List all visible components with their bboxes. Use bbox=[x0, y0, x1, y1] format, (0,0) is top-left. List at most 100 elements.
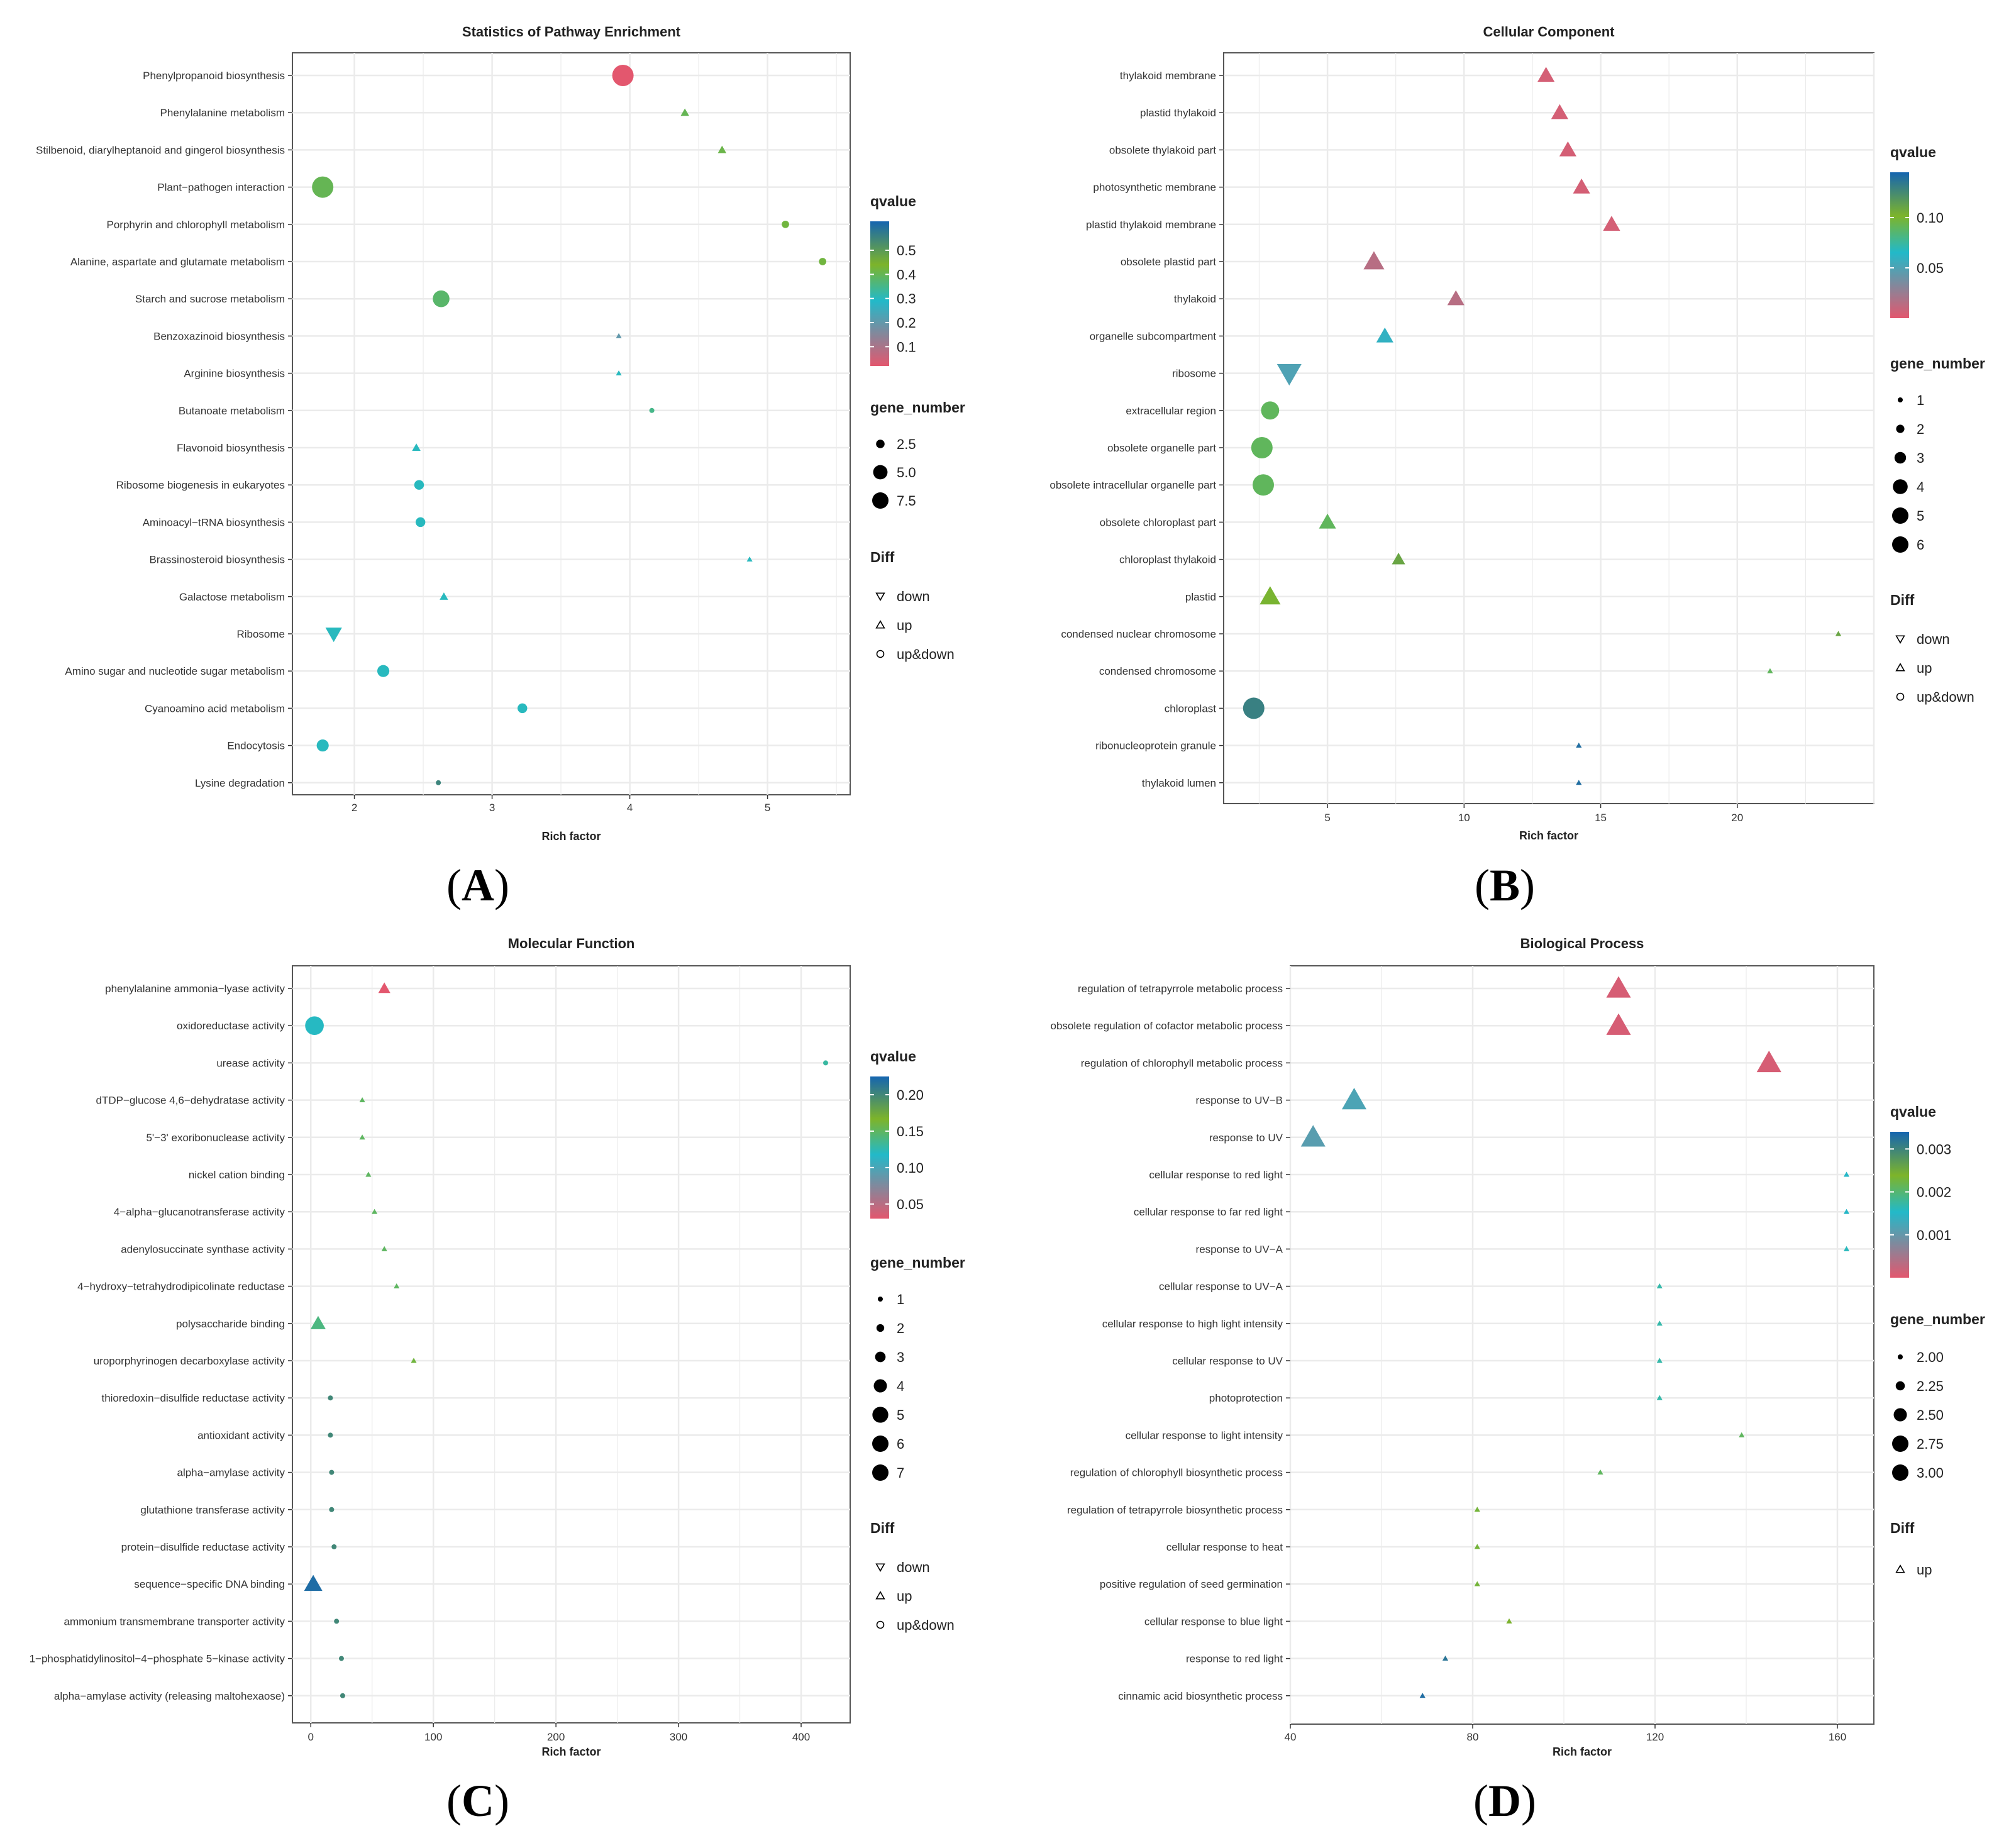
legend-size-title: gene_number bbox=[870, 1254, 965, 1271]
size-legend-dot bbox=[873, 1379, 887, 1393]
size-legend-label: 2.25 bbox=[1917, 1378, 1944, 1394]
size-legend-dot bbox=[1895, 1381, 1905, 1391]
legend-diff-title: Diff bbox=[1890, 592, 1915, 608]
size-legend-dot bbox=[872, 1464, 889, 1481]
data-point bbox=[1392, 553, 1405, 565]
legend-diff-title: Diff bbox=[870, 1520, 895, 1536]
size-legend-dot bbox=[1894, 451, 1907, 464]
panel-label: (D) bbox=[1473, 1776, 1536, 1826]
size-legend-label: 3 bbox=[897, 1349, 904, 1365]
data-point bbox=[412, 443, 421, 451]
category-label: cellular response to heat bbox=[1166, 1541, 1283, 1553]
data-point bbox=[612, 65, 634, 86]
size-legend-dot bbox=[878, 1297, 883, 1302]
panel-a: Statistics of Pathway Enrichment Phenylpr… bbox=[36, 24, 965, 910]
legend: qvalue 0.003 0.002 0.001 gene_number 2.00 2.25… bbox=[1890, 1104, 1985, 1578]
size-legend-dot bbox=[1893, 479, 1908, 494]
data-point bbox=[1656, 1358, 1663, 1363]
category-label: Amino sugar and nucleotide sugar metabol… bbox=[65, 665, 285, 677]
size-legend-label: 2.50 bbox=[1917, 1407, 1944, 1423]
x-tick-label: 20 bbox=[1731, 812, 1743, 824]
colorbar-label: 0.002 bbox=[1917, 1185, 1951, 1200]
diff-legend-updown-icon bbox=[876, 650, 885, 658]
category-label: Arginine biosynthesis bbox=[184, 368, 285, 380]
category-label: alpha−amylase activity bbox=[177, 1467, 285, 1479]
size-legend-dot bbox=[1898, 1354, 1903, 1359]
size-legend-dot bbox=[872, 492, 889, 509]
category-label: glutathione transferase activity bbox=[140, 1504, 285, 1516]
category-label: Alanine, aspartate and glutamate metabol… bbox=[70, 256, 285, 268]
category-label: obsolete organelle part bbox=[1107, 442, 1216, 454]
colorbar-label: 0.001 bbox=[1917, 1227, 1951, 1243]
data-point bbox=[1767, 668, 1773, 673]
diff-legend-down-icon bbox=[1895, 635, 1905, 644]
data-point bbox=[1474, 1544, 1480, 1549]
data-point bbox=[328, 1432, 333, 1438]
data-point bbox=[1606, 976, 1631, 998]
size-legend-label: 2.75 bbox=[1917, 1436, 1944, 1452]
data-point bbox=[1300, 1125, 1326, 1147]
size-legend-label: 6 bbox=[897, 1436, 904, 1452]
category-label: Lysine degradation bbox=[195, 777, 285, 789]
category-label: cellular response to UV−A bbox=[1159, 1281, 1283, 1293]
data-points bbox=[1243, 67, 1842, 785]
category-label: Plant−pathogen interaction bbox=[157, 182, 285, 194]
category-label: obsolete chloroplast part bbox=[1100, 516, 1217, 528]
diff-legend-label: down bbox=[897, 1559, 930, 1575]
diff-legend-up-icon bbox=[875, 620, 885, 629]
category-label: adenylosuccinate synthase activity bbox=[121, 1243, 285, 1255]
size-legend-dot bbox=[1892, 507, 1908, 524]
data-point bbox=[1559, 141, 1576, 157]
category-label: Cyanoamino acid metabolism bbox=[145, 702, 285, 714]
legend-size-title: gene_number bbox=[870, 399, 965, 416]
data-point bbox=[436, 780, 441, 785]
legend: qvalue 0.5 0.4 0.3 0.2 0.1 gene_number 2.5 5.0 7.… bbox=[870, 193, 965, 662]
data-points bbox=[304, 982, 829, 1698]
colorbar-label: 0.05 bbox=[897, 1197, 924, 1212]
data-point bbox=[312, 176, 334, 198]
data-point bbox=[823, 1060, 829, 1066]
category-label: uroporphyrinogen decarboxylase activity bbox=[94, 1355, 285, 1367]
data-point bbox=[1843, 1246, 1850, 1251]
size-legend-label: 5 bbox=[897, 1407, 904, 1423]
data-point bbox=[1835, 631, 1842, 636]
x-tick-label: 3 bbox=[489, 802, 495, 814]
category-label: 5'−3' exoribonuclease activity bbox=[146, 1132, 285, 1144]
data-point bbox=[1739, 1432, 1745, 1437]
data-point bbox=[331, 1544, 337, 1549]
colorbar-label: 0.5 bbox=[897, 243, 916, 258]
data-point bbox=[328, 1395, 333, 1401]
size-legend-label: 2.5 bbox=[897, 436, 916, 452]
category-label: cellular response to light intensity bbox=[1126, 1429, 1283, 1441]
diff-legend-down-icon bbox=[875, 1563, 885, 1572]
data-point bbox=[782, 220, 789, 228]
data-point bbox=[365, 1171, 372, 1177]
category-label: response to UV bbox=[1209, 1132, 1283, 1144]
x-tick-label: 300 bbox=[670, 1731, 687, 1743]
size-legend-label: 4 bbox=[1917, 479, 1924, 495]
category-label: thylakoid lumen bbox=[1142, 777, 1216, 789]
data-point bbox=[1576, 743, 1582, 748]
data-point bbox=[1756, 1050, 1781, 1073]
category-label: condensed nuclear chromosome bbox=[1061, 628, 1216, 640]
x-tick-label: 200 bbox=[547, 1731, 565, 1743]
data-point bbox=[325, 628, 342, 643]
data-point bbox=[414, 480, 424, 490]
category-label: positive regulation of seed germination bbox=[1100, 1578, 1283, 1590]
x-tick-label: 40 bbox=[1285, 1731, 1297, 1743]
x-tick-label: 10 bbox=[1458, 812, 1470, 824]
size-legend-label: 6 bbox=[1917, 537, 1924, 553]
category-label: 4−alpha−glucanotransferase activity bbox=[114, 1206, 285, 1218]
category-label: 4−hydroxy−tetrahydrodipicolinate reducta… bbox=[77, 1281, 285, 1293]
category-label: Ribosome biogenesis in eukaryotes bbox=[116, 479, 285, 491]
legend: qvalue 0.20 0.15 0.10 0.05 gene_number 1 2 3 4 5 6 7… bbox=[870, 1048, 965, 1633]
data-point bbox=[1260, 586, 1281, 605]
category-label: Butanoate metabolism bbox=[179, 405, 285, 417]
x-tick-label: 120 bbox=[1646, 1731, 1664, 1743]
category-label: plastid thylakoid membrane bbox=[1086, 219, 1216, 231]
size-legend-label: 2.00 bbox=[1917, 1349, 1944, 1365]
category-label: regulation of chlorophyll metabolic proc… bbox=[1081, 1057, 1283, 1069]
category-label: antioxidant activity bbox=[197, 1429, 285, 1441]
panel-label: (A) bbox=[446, 860, 509, 910]
data-point bbox=[518, 703, 528, 714]
